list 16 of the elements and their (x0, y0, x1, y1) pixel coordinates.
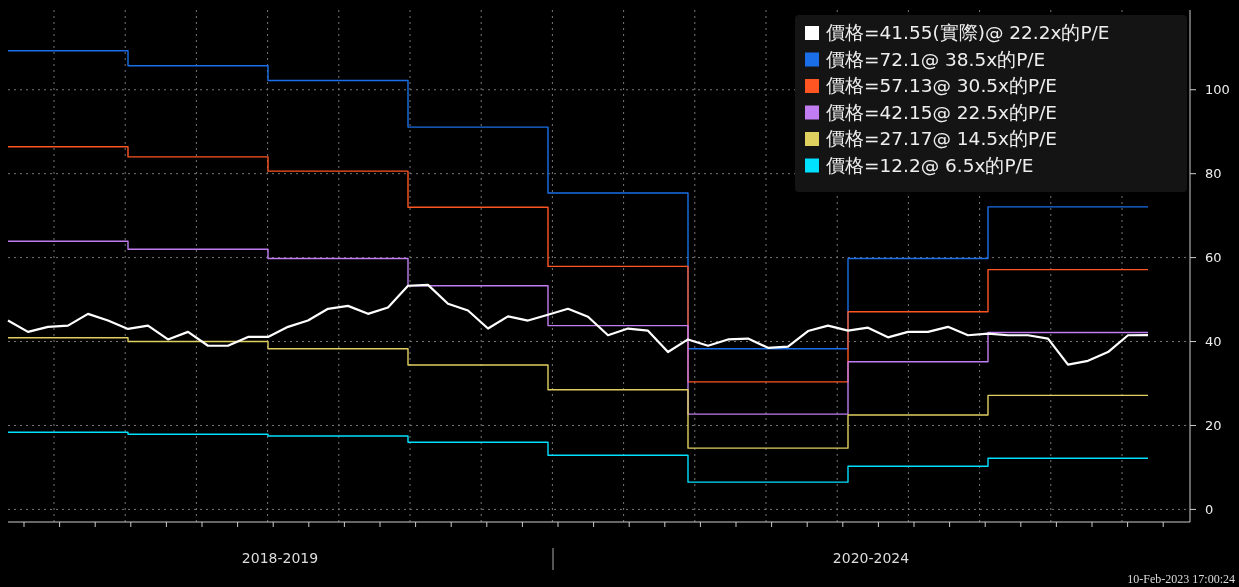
y-tick-label: 100 (1205, 82, 1230, 98)
legend-label: 價格=41.55(實際)@ 22.2x的P/E (826, 22, 1110, 44)
y-tick-label: 20 (1205, 418, 1222, 434)
y-tick-label: 80 (1205, 166, 1222, 182)
y-tick-label: 0 (1205, 501, 1214, 517)
text: 10-Feb-2023 17:00:24 (1127, 572, 1235, 586)
legend-label: 價格=27.17@ 14.5x的P/E (826, 128, 1058, 150)
text: 2018-2019 (241, 550, 319, 566)
text: 2020-2024 (832, 550, 910, 566)
legend-label: 價格=57.13@ 30.5x的P/E (826, 75, 1058, 97)
legend-label: 價格=12.2@ 6.5x的P/E (826, 154, 1034, 176)
legend-label: 價格=72.1@ 38.5x的P/E (826, 48, 1046, 70)
legend-label: 價格=42.15@ 22.5x的P/E (826, 101, 1058, 123)
y-tick-label: 40 (1205, 334, 1222, 350)
line-series (6, 283, 1150, 366)
y-tick-label: 60 (1205, 250, 1222, 266)
